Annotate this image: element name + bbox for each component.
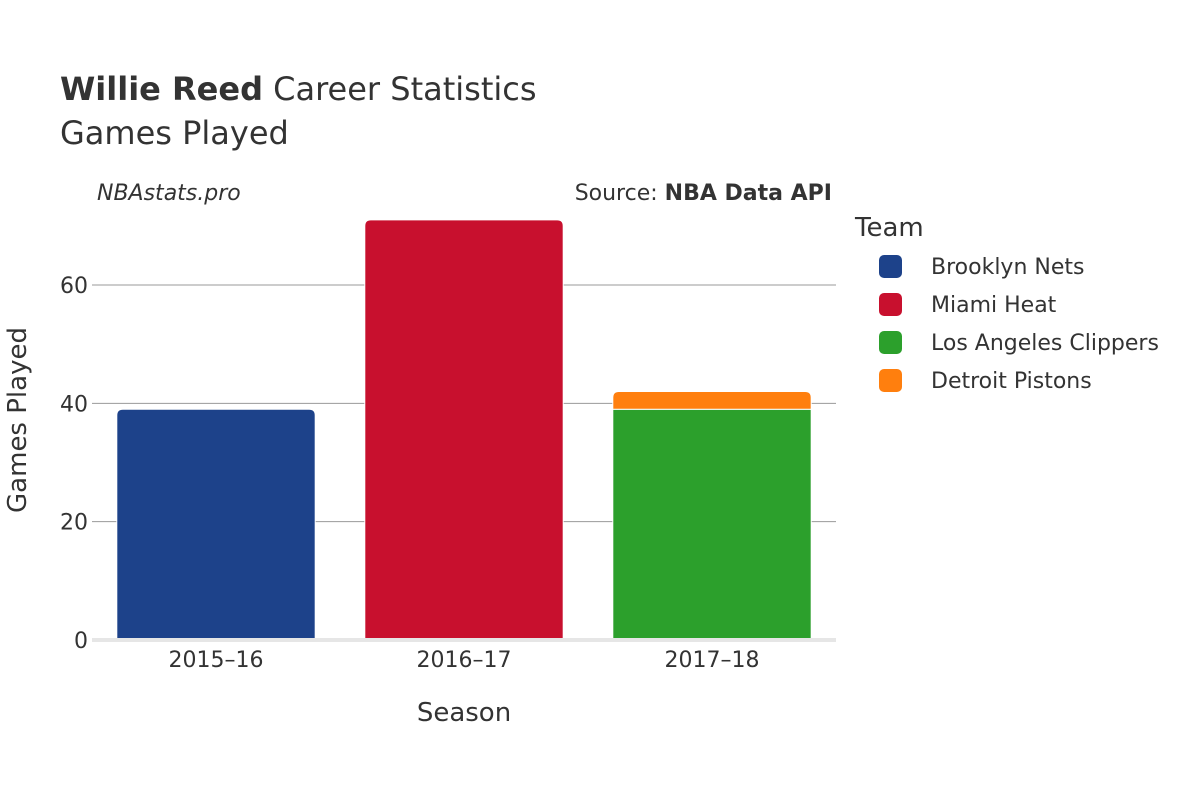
y-tick-label: 40: [60, 392, 88, 417]
x-axis-title: Season: [417, 698, 511, 728]
x-tick-label: 2016–17: [417, 648, 512, 673]
y-tick-label: 20: [60, 511, 88, 536]
title-rest: Career Statistics: [263, 70, 537, 108]
legend-swatch-detroit-pistons[interactable]: [879, 369, 902, 392]
bar-brooklyn-nets[interactable]: [116, 408, 316, 641]
y-tick-label: 0: [74, 629, 88, 654]
credit-label: NBAstats.pro: [97, 181, 241, 206]
chart-subtitle: Games Played: [60, 114, 289, 152]
y-tick-label: 60: [60, 274, 88, 299]
legend-label-detroit-pistons[interactable]: Detroit Pistons: [931, 369, 1092, 394]
source-prefix: Source:: [575, 181, 665, 206]
x-tick-labels: 2015–16 2016–17 2017–18: [169, 648, 760, 673]
legend-label-los-angeles-clippers[interactable]: Los Angeles Clippers: [931, 331, 1159, 356]
title-player-name: Willie Reed: [60, 70, 263, 108]
source-label: Source: NBA Data API: [575, 181, 832, 206]
chart-title: Willie Reed Career Statistics: [60, 70, 537, 108]
legend-label-miami-heat[interactable]: Miami Heat: [931, 293, 1057, 318]
bar-miami-heat[interactable]: [364, 219, 564, 641]
legend-label-brooklyn-nets[interactable]: Brooklyn Nets: [931, 255, 1084, 280]
legend-swatch-los-angeles-clippers[interactable]: [879, 331, 902, 354]
y-axis-title: Games Played: [3, 327, 33, 513]
bar-detroit-pistons[interactable]: [612, 391, 812, 410]
y-tick-labels: 0 20 40 60: [60, 274, 88, 654]
x-tick-label: 2015–16: [169, 648, 264, 673]
legend-swatch-brooklyn-nets[interactable]: [879, 255, 902, 278]
bar-los-angeles-clippers[interactable]: [612, 408, 812, 641]
x-tick-label: 2017–18: [665, 648, 760, 673]
source-name: NBA Data API: [665, 181, 832, 206]
bars: [116, 219, 812, 641]
legend: Brooklyn Nets Miami Heat Los Angeles Clipp…: [879, 255, 1159, 394]
legend-title: Team: [854, 213, 924, 243]
legend-swatch-miami-heat[interactable]: [879, 293, 902, 316]
